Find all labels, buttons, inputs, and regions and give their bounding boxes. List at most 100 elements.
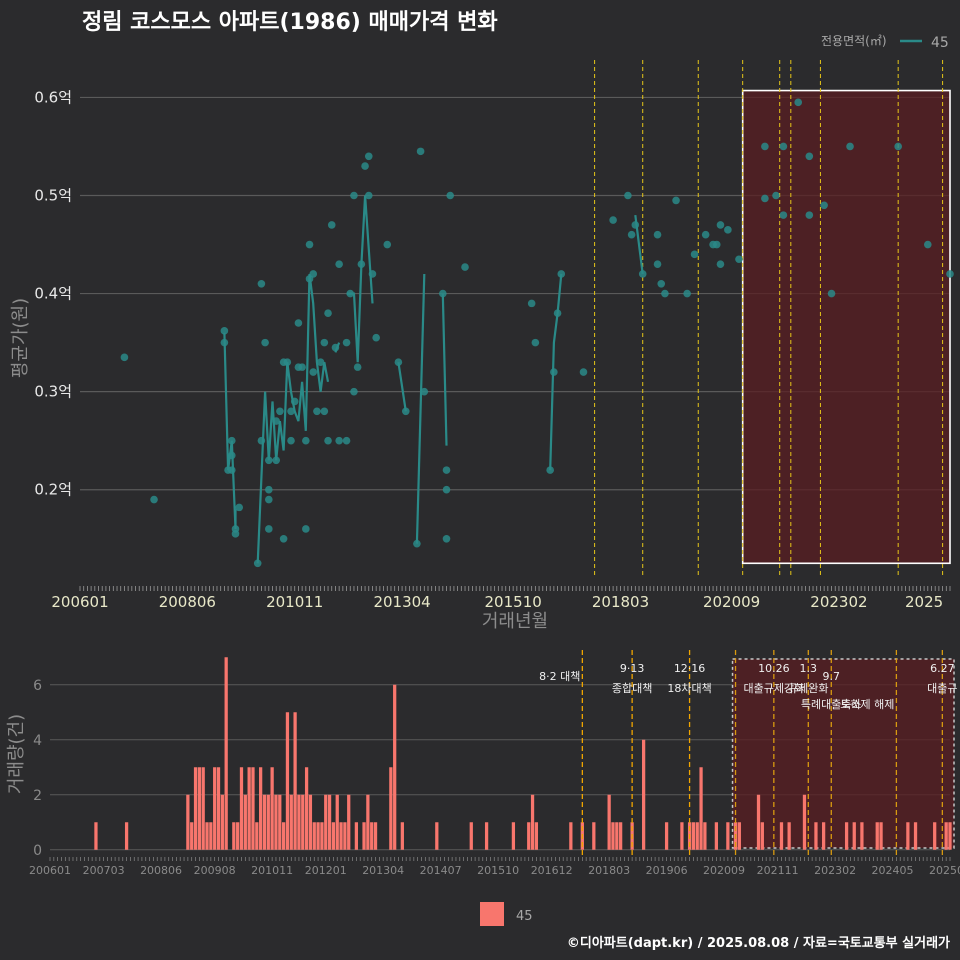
policy-label: 규제완화	[788, 682, 828, 695]
volume-bar	[293, 712, 297, 850]
data-point	[446, 191, 455, 200]
x-tick-label: 202302	[814, 864, 856, 877]
data-point	[653, 260, 662, 268]
data-point	[579, 368, 588, 376]
volume-bar	[312, 822, 316, 850]
data-point	[712, 240, 721, 249]
x-tick-label: 201011	[251, 864, 293, 877]
volume-bar	[285, 712, 290, 850]
policy-label: 종합대책	[612, 682, 652, 695]
data-point	[220, 327, 229, 335]
volume-bar	[691, 822, 696, 850]
volume-bar	[534, 822, 539, 850]
series-line	[346, 195, 374, 363]
volume-bar	[933, 822, 937, 850]
data-point	[531, 338, 540, 347]
volume-bar	[193, 767, 198, 850]
data-point	[442, 534, 451, 543]
y-tick-label: 0.5억	[34, 187, 72, 205]
volume-bar	[259, 767, 263, 850]
data-point	[309, 368, 318, 376]
policy-label: 토허제 해제	[840, 697, 894, 711]
volume-bar	[262, 794, 267, 850]
volume-bar	[304, 767, 309, 850]
data-point	[442, 485, 451, 494]
x-tick-label: 200601	[51, 593, 108, 611]
x-tick-label: 200703	[83, 864, 125, 877]
volume-bar	[362, 822, 366, 850]
data-point	[805, 211, 814, 219]
data-point	[923, 240, 932, 249]
volume-bar	[243, 794, 247, 850]
volume-bar	[201, 767, 205, 850]
volume-bar	[366, 794, 370, 850]
volume-bar	[469, 822, 473, 850]
data-point	[320, 407, 329, 416]
x-tick-label: 202111	[757, 864, 799, 877]
y-tick-label: 0.3억	[34, 383, 72, 401]
volume-bar	[619, 822, 623, 850]
highlight-period-box	[731, 658, 955, 849]
volume-bar	[641, 739, 646, 850]
bottom-x-axis: 200601 200703 200806 200908 201011 201201 2013…	[29, 857, 960, 877]
y-tick-label: 0.6억	[34, 88, 72, 106]
x-tick-label: 200601	[29, 864, 71, 877]
volume-bar	[343, 822, 347, 850]
volume-bar	[737, 822, 741, 850]
x-axis-label: 거래년월	[482, 611, 548, 632]
data-point	[261, 338, 269, 347]
volume-bar	[680, 822, 684, 850]
series-line	[549, 273, 563, 471]
data-point	[313, 407, 321, 416]
policy-label: 대출규	[927, 682, 957, 695]
data-point	[716, 260, 725, 268]
policy-label: 18차대책	[667, 682, 711, 695]
volume-bar	[611, 822, 615, 850]
data-point	[653, 230, 662, 239]
volume-bar	[875, 822, 879, 850]
data-point	[120, 353, 129, 362]
volume-bar	[860, 822, 864, 850]
data-point	[683, 289, 691, 298]
volume-bar	[213, 767, 217, 850]
volume-bar	[779, 822, 784, 850]
x-tick-label: 200806	[159, 593, 216, 611]
volume-bar	[124, 822, 129, 850]
top-policy-lines	[594, 60, 944, 578]
volume-bar	[906, 822, 910, 850]
volume-bar	[308, 794, 313, 850]
data-point	[761, 142, 769, 151]
volume-bar	[821, 822, 826, 850]
data-point	[672, 196, 680, 205]
data-point	[150, 495, 158, 504]
data-point	[557, 270, 566, 278]
x-tick-label: 202508	[929, 864, 960, 877]
volume-bar	[400, 822, 404, 850]
volume-bar	[236, 822, 240, 850]
data-point	[324, 436, 332, 445]
data-point	[335, 260, 343, 268]
volume-bar	[197, 767, 201, 850]
data-point	[327, 221, 336, 229]
data-point	[294, 319, 303, 327]
volume-bar	[814, 822, 818, 850]
data-point	[627, 230, 636, 239]
data-point	[779, 142, 788, 151]
volume-bar	[703, 822, 707, 850]
data-point	[309, 270, 318, 278]
series-line	[397, 362, 407, 412]
data-point	[946, 270, 954, 278]
data-point	[657, 279, 666, 288]
data-point	[527, 299, 536, 308]
data-point	[265, 525, 273, 533]
volume-bar	[335, 794, 339, 850]
data-point	[609, 216, 617, 224]
policy-label: 8·2 대책	[539, 670, 580, 683]
volume-bar	[664, 822, 669, 850]
volume-y-axis-label: 거래량(건)	[6, 714, 27, 794]
volume-bar	[373, 822, 378, 850]
volume-bar	[281, 822, 286, 850]
x-tick-label: 201201	[305, 864, 347, 877]
data-point	[235, 503, 243, 512]
policy-label: 12·16	[674, 662, 706, 675]
